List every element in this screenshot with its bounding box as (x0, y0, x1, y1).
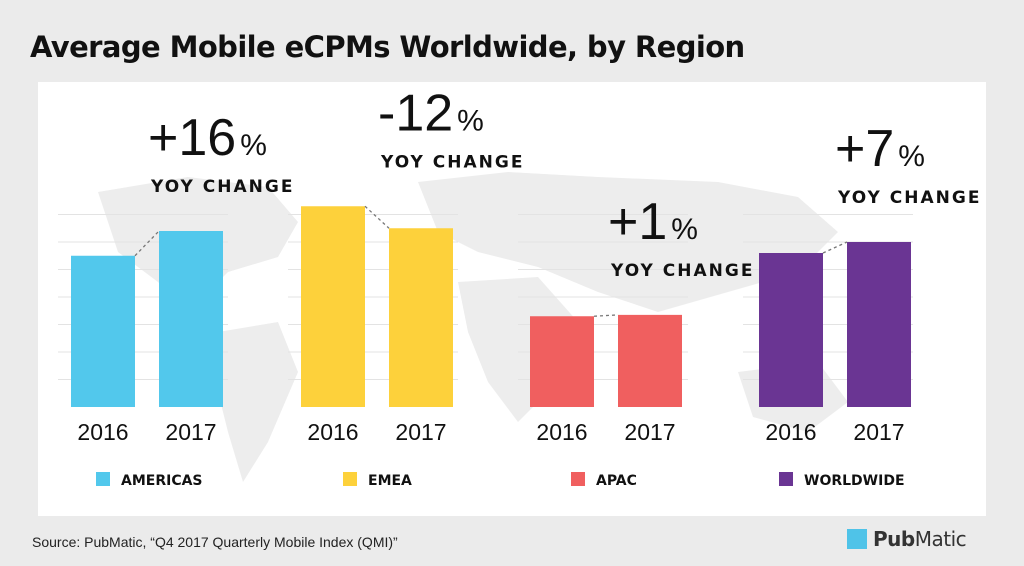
legend-item-apac: APAC (571, 472, 637, 489)
connector-line (364, 205, 390, 229)
bar (618, 314, 682, 407)
logo-text: PubMatic (873, 527, 967, 551)
bar (759, 253, 823, 407)
category-label: 2016 (536, 419, 587, 445)
yoy-change-value: -12 (378, 84, 453, 142)
bar-chart: 2016 2017 +16 % YOY CHANGE AMERICAS 2016 2017 -1… (58, 84, 981, 489)
legend-swatch (96, 472, 110, 486)
yoy-change-value: +1 (608, 193, 667, 251)
connector-line (822, 241, 848, 254)
yoy-change-caption: YOY CHANGE (150, 177, 294, 197)
series-group-worldwide: 2016 2017 +7 % YOY CHANGE (759, 120, 981, 445)
percent-sign: % (457, 104, 484, 137)
legend-swatch (343, 472, 357, 486)
yoy-change-value: +7 (835, 120, 894, 178)
connector-line (593, 314, 619, 317)
category-label: 2017 (165, 419, 216, 445)
legend-swatch (779, 472, 793, 486)
category-label: 2016 (77, 419, 128, 445)
bar (847, 242, 911, 407)
legend-item-americas: AMERICAS (96, 472, 203, 489)
bar (530, 316, 594, 407)
bar (301, 206, 365, 407)
source-note: Source: PubMatic, “Q4 2017 Quarterly Mob… (32, 534, 398, 550)
percent-sign: % (898, 140, 925, 173)
series-group-apac: 2016 2017 +1 % YOY CHANGE (530, 193, 754, 445)
category-label: 2017 (853, 419, 904, 445)
series-group-emea: 2016 2017 -12 % YOY CHANGE (301, 84, 524, 445)
legend-swatch (571, 472, 585, 486)
category-label: 2017 (624, 419, 675, 445)
logo-square-icon (847, 529, 867, 549)
legend-item-emea: EMEA (343, 472, 412, 489)
legend-label: WORLDWIDE (804, 473, 905, 489)
legend-label: EMEA (368, 473, 412, 489)
category-label: 2016 (765, 419, 816, 445)
percent-sign: % (671, 213, 698, 246)
series-group-americas: 2016 2017 +16 % YOY CHANGE (71, 109, 294, 445)
legend-item-worldwide: WORLDWIDE (779, 472, 905, 489)
bars-layer: 2016 2017 +16 % YOY CHANGE AMERICAS 2016 2017 -1… (71, 84, 981, 489)
category-label: 2016 (307, 419, 358, 445)
bar (71, 255, 135, 407)
legend-label: APAC (596, 473, 637, 489)
bar (159, 231, 223, 407)
yoy-change-caption: YOY CHANGE (837, 188, 981, 208)
percent-sign: % (240, 129, 267, 162)
category-label: 2017 (395, 419, 446, 445)
bar (389, 228, 453, 407)
legend-label: AMERICAS (121, 473, 203, 489)
yoy-change-value: +16 (148, 109, 236, 167)
chart-title: Average Mobile eCPMs Worldwide, by Regio… (30, 30, 745, 64)
yoy-change-caption: YOY CHANGE (610, 261, 754, 281)
yoy-change-caption: YOY CHANGE (380, 152, 524, 172)
pubmatic-logo: PubMatic (847, 524, 967, 554)
